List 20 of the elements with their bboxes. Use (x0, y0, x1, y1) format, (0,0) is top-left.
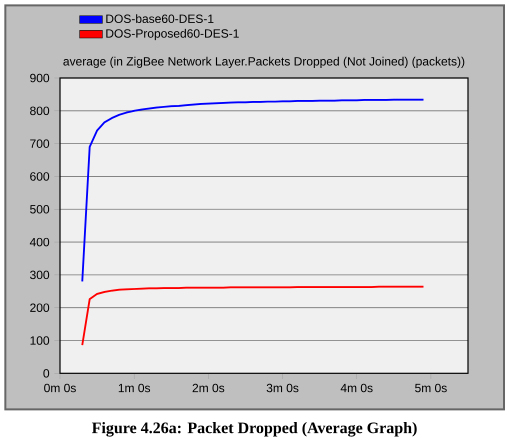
x-tick-label: 2m 0s (192, 384, 224, 392)
x-tick-label: 1m 0s (118, 384, 150, 392)
x-tick-label: 5m 0s (415, 384, 447, 392)
y-tick-label: 800 (30, 106, 50, 116)
caption: Figure 4.26a: Packet Dropped (Average Graph) (92, 422, 417, 437)
y-tick-label: 900 (30, 74, 50, 82)
y-tick-label: 400 (30, 238, 50, 246)
y-tick-label: 700 (30, 139, 50, 148)
y-tick-label: 100 (30, 336, 50, 345)
x-tick-label: 4m 0s (340, 384, 373, 392)
y-tick-label: 0 (43, 369, 50, 378)
y-tick-label: 200 (30, 303, 50, 312)
legend-label: DOS-Proposed60-DES-1 (106, 28, 239, 40)
x-tick-label: 0m 0s (44, 384, 76, 392)
chart-title: average (in ZigBee Network Layer.Packets Dropped (Not Joined) (packets)) (63, 56, 464, 68)
y-tick-label: 500 (30, 205, 50, 214)
legend-label: DOS-base60-DES-1 (106, 14, 214, 24)
y-tick-label: 600 (30, 172, 50, 181)
x-tick-label: 3m 0s (266, 384, 298, 392)
y-tick-label: 300 (30, 270, 50, 280)
